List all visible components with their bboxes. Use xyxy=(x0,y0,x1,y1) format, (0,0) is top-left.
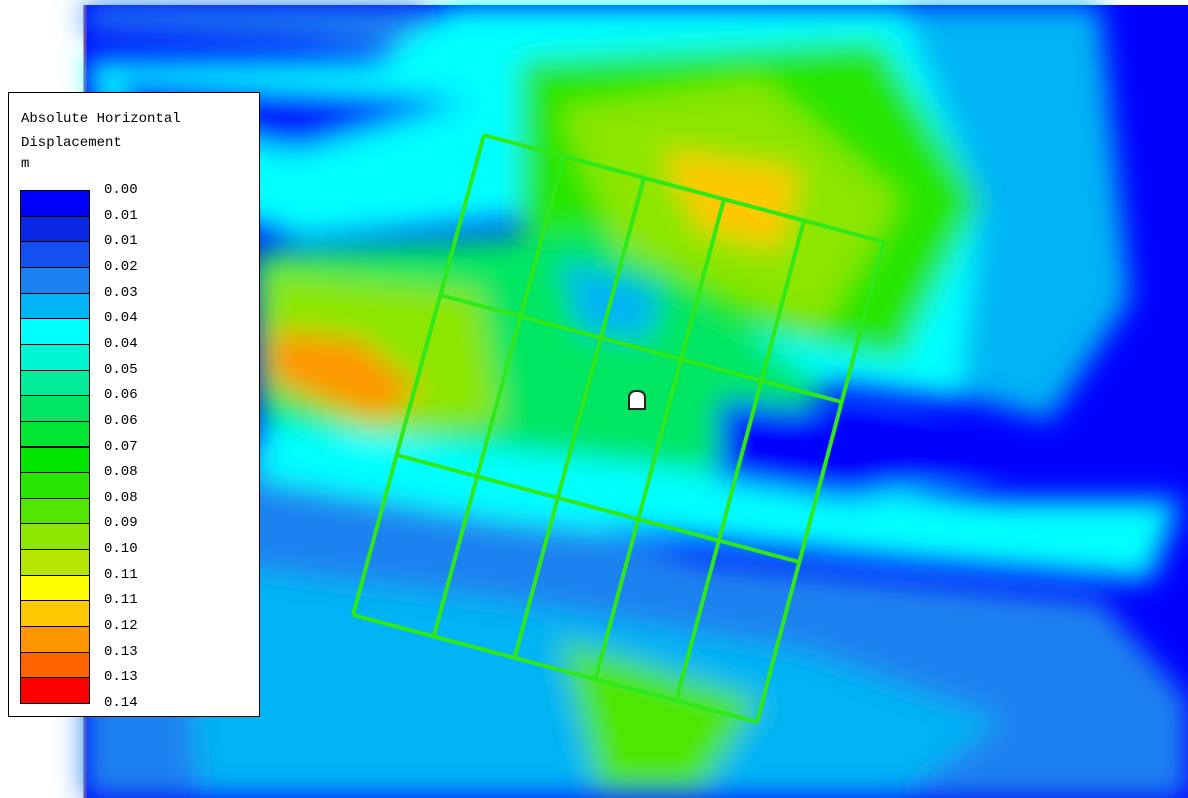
legend-swatch xyxy=(20,574,90,602)
legend-label: 0.04 xyxy=(104,310,138,327)
legend-label: 0.11 xyxy=(104,592,138,609)
legend-label: 0.08 xyxy=(104,464,138,481)
legend-label: 0.06 xyxy=(104,387,138,404)
mesh-grid xyxy=(351,133,886,724)
mesh-line xyxy=(439,293,843,404)
mesh-line xyxy=(483,133,885,244)
legend-label: 0.00 xyxy=(104,182,138,198)
legend-label: 0.03 xyxy=(104,284,138,301)
legend-label: 0.12 xyxy=(104,618,138,635)
legend-swatch xyxy=(20,600,90,628)
mesh-line xyxy=(674,220,806,702)
legend-label: 0.13 xyxy=(104,669,138,686)
tunnel-icon xyxy=(628,389,646,410)
legend-label: 0.04 xyxy=(104,335,138,352)
legend: Absolute Horizontal Displacement m 0.00 0… xyxy=(8,92,260,717)
legend-label: 0.11 xyxy=(104,566,138,583)
legend-label: 0.01 xyxy=(104,207,138,224)
legend-swatch xyxy=(20,395,90,422)
legend-swatch xyxy=(20,420,90,448)
legend-label: 0.05 xyxy=(104,361,138,378)
legend-swatch xyxy=(20,318,90,345)
legend-swatch xyxy=(20,241,90,268)
mesh-line xyxy=(512,177,646,659)
legend-swatch xyxy=(20,472,90,499)
legend-swatch xyxy=(20,497,90,525)
legend-swatch xyxy=(20,343,90,371)
legend-title: Absolute Horizontal Displacement xyxy=(21,111,181,151)
legend-label: 0.01 xyxy=(104,233,138,250)
legend-label: 0.14 xyxy=(104,695,138,711)
legend-label: 0.06 xyxy=(104,412,138,429)
legend-swatch xyxy=(20,651,90,679)
legend-swatch xyxy=(20,626,90,653)
legend-swatch xyxy=(20,523,90,551)
legend-swatch xyxy=(20,369,90,397)
legend-label: 0.08 xyxy=(104,489,138,506)
legend-label: 0.07 xyxy=(104,438,138,455)
contour-fill xyxy=(84,5,1188,798)
mesh-line xyxy=(593,198,726,680)
legend-swatch xyxy=(20,292,90,320)
mesh-line xyxy=(352,613,758,724)
legend-label: 0.13 xyxy=(104,643,138,660)
legend-swatch xyxy=(20,446,90,474)
legend-swatch xyxy=(20,549,90,576)
mesh-line xyxy=(396,453,800,564)
legend-unit: m xyxy=(21,156,30,172)
legend-swatch xyxy=(20,677,90,704)
mesh-line xyxy=(351,134,486,616)
legend-label: 0.10 xyxy=(104,541,138,558)
legend-swatch xyxy=(20,215,90,243)
legend-swatch xyxy=(20,190,90,217)
legend-label: 0.02 xyxy=(104,258,138,275)
legend-swatch xyxy=(20,266,90,294)
mesh-line xyxy=(431,155,566,637)
legend-label: 0.09 xyxy=(104,515,138,532)
mesh-line xyxy=(755,241,886,723)
